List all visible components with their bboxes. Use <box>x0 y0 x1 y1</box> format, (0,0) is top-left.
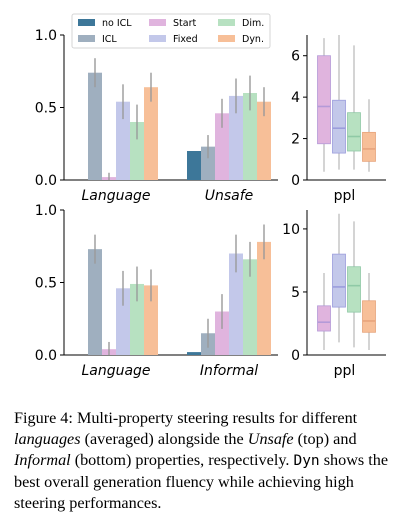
bar-icl-unsafe <box>201 146 215 180</box>
bar-dyn-informal <box>257 241 271 355</box>
legend-label-icl: ICL <box>102 34 117 45</box>
bar-start-unsafe <box>215 113 229 180</box>
bar-dyn-unsafe <box>257 101 271 180</box>
x-tick-label-language: Language <box>81 363 150 379</box>
figure: 0.0 0.5 1.0 Language Unsafe 0 2 4 6 ppl 0.0 0.5 1.0 L… <box>35 13 386 379</box>
y-tick-label: 1.0 <box>35 28 57 44</box>
bar-dim-language <box>130 122 144 180</box>
caption-italic-languages: languages <box>14 430 81 448</box>
y-tick-label: 0.0 <box>35 173 57 189</box>
panel-bottom-right: 0 5 10 ppl <box>282 210 386 379</box>
legend-label-no_icl: no ICL <box>102 18 132 29</box>
x-axis-label-ppl: ppl <box>334 188 356 204</box>
bar-dim-unsafe <box>243 93 257 180</box>
box-fixed <box>332 253 346 308</box>
bar-icl-language <box>88 72 102 180</box>
y-tick-label: 2 <box>291 132 300 148</box>
box-dyn <box>362 300 376 333</box>
y-tick-label: 0.0 <box>35 348 57 364</box>
bar-dim-informal <box>243 259 257 355</box>
caption-text-5: shows the best overall generation fluenc… <box>14 451 389 512</box>
legend-swatch-dim <box>218 19 235 26</box>
figure-caption: Figure 4: Multi-property steering result… <box>14 408 400 514</box>
bar-dyn-language <box>144 285 158 355</box>
y-tick-label: 0 <box>291 348 300 364</box>
caption-text-3: (top) and <box>293 430 357 448</box>
y-tick-label: 1.0 <box>35 203 57 219</box>
x-tick-label-informal: Informal <box>200 363 258 379</box>
panel-top-right: 0 2 4 6 ppl <box>291 35 386 204</box>
bar-fixed-unsafe <box>229 95 243 180</box>
caption-text-1: Figure 4: Multi-property steering result… <box>14 409 358 427</box>
y-tick-label: 0 <box>291 173 300 189</box>
y-tick-label: 5 <box>291 285 300 301</box>
y-tick-label: 10 <box>282 222 300 238</box>
caption-italic-informal: Informal <box>14 451 71 469</box>
x-axis-label-ppl: ppl <box>334 363 356 379</box>
box-dim <box>347 266 361 313</box>
legend-swatch-start <box>149 19 166 26</box>
legend: no ICL ICL Start Fixed Dim. Dyn. <box>71 13 271 49</box>
bar-dim-language <box>130 283 144 355</box>
bar-dyn-language <box>144 87 158 180</box>
legend-label-dyn: Dyn. <box>242 34 264 45</box>
legend-swatch-no_icl <box>78 19 95 26</box>
bar-no-icl-informal <box>187 352 201 355</box>
legend-label-dim: Dim. <box>242 18 264 29</box>
legend-swatch-icl <box>78 35 95 42</box>
box-dim <box>347 112 361 152</box>
box-dyn <box>362 131 376 162</box>
caption-text-2: (averaged) alongside the <box>80 430 248 448</box>
bar-start-informal <box>215 311 229 355</box>
box-start <box>317 55 331 145</box>
caption-text-4: (bottom) properties, respectively. <box>70 451 294 469</box>
legend-swatch-fixed <box>149 35 166 42</box>
panel-top-left: 0.0 0.5 1.0 Language Unsafe <box>35 28 278 204</box>
bar-fixed-informal <box>229 253 243 355</box>
panel-bottom-left: 0.0 0.5 1.0 Language Informal <box>35 203 278 379</box>
x-tick-label-language: Language <box>81 188 150 204</box>
bar-no-icl-unsafe <box>187 151 201 180</box>
legend-label-start: Start <box>173 18 196 29</box>
bar-fixed-language <box>116 288 130 355</box>
bar-fixed-language <box>116 101 130 180</box>
box-start <box>317 305 331 332</box>
y-tick-label: 0.5 <box>35 101 57 117</box>
y-tick-label: 6 <box>291 49 300 65</box>
y-tick-label: 4 <box>291 90 300 106</box>
legend-swatch-dyn <box>218 35 235 42</box>
x-tick-label-unsafe: Unsafe <box>205 188 254 204</box>
box-fixed <box>332 99 346 154</box>
caption-code-dyn: Dyn <box>293 453 320 469</box>
caption-italic-unsafe: Unsafe <box>247 430 294 448</box>
bar-icl-language <box>88 249 102 355</box>
y-tick-label: 0.5 <box>35 276 57 292</box>
legend-label-fixed: Fixed <box>173 34 198 45</box>
